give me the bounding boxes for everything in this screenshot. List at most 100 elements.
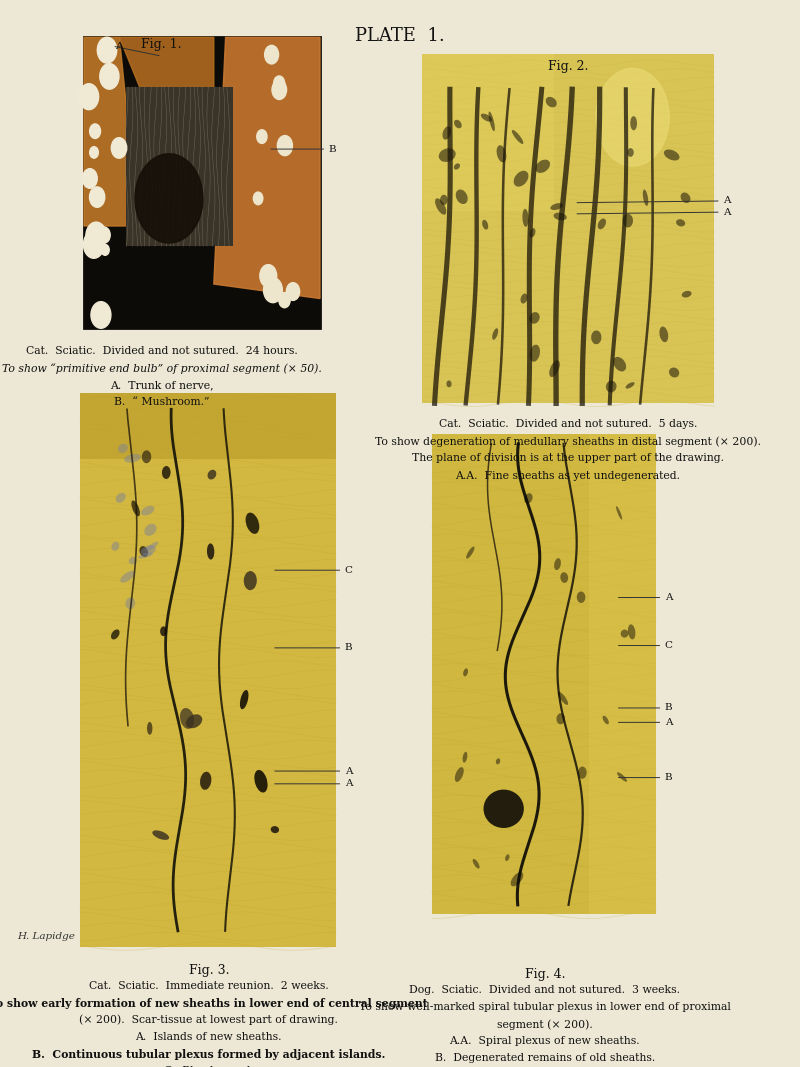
Ellipse shape xyxy=(669,367,679,378)
Ellipse shape xyxy=(606,381,617,393)
Ellipse shape xyxy=(676,219,685,226)
Text: A.  Islands of new sheaths.: A. Islands of new sheaths. xyxy=(135,1032,282,1041)
Ellipse shape xyxy=(630,116,637,130)
Ellipse shape xyxy=(180,708,194,729)
Ellipse shape xyxy=(514,171,529,187)
Text: A.A.  Spiral plexus of new sheaths.: A.A. Spiral plexus of new sheaths. xyxy=(450,1036,640,1046)
Text: A: A xyxy=(345,766,352,776)
Bar xyxy=(84,37,320,328)
Text: To show well-marked spiral tubular plexus in lower end of proximal: To show well-marked spiral tubular plexu… xyxy=(359,1002,730,1012)
Ellipse shape xyxy=(681,192,690,203)
Ellipse shape xyxy=(602,716,609,724)
Text: Cat.  Sciatic.  Immediate reunion.  2 weeks.: Cat. Sciatic. Immediate reunion. 2 weeks… xyxy=(89,981,329,990)
Ellipse shape xyxy=(530,312,540,323)
Ellipse shape xyxy=(492,329,498,339)
Ellipse shape xyxy=(141,506,154,515)
Ellipse shape xyxy=(144,524,157,536)
Text: PLATE  1.: PLATE 1. xyxy=(355,27,445,45)
Circle shape xyxy=(98,37,117,63)
Text: A: A xyxy=(665,718,672,727)
Ellipse shape xyxy=(147,722,153,735)
Ellipse shape xyxy=(270,826,279,833)
Text: segment (× 200).: segment (× 200). xyxy=(497,1019,593,1030)
Text: To show “primitive end bulb” of proximal segment (× 50).: To show “primitive end bulb” of proximal… xyxy=(2,363,322,373)
Text: C.  Blood-vessel.: C. Blood-vessel. xyxy=(164,1066,254,1067)
Ellipse shape xyxy=(126,598,135,609)
Ellipse shape xyxy=(483,790,524,828)
Ellipse shape xyxy=(512,130,523,144)
Circle shape xyxy=(272,80,286,99)
Text: (× 200).  Scar-tissue at lowest part of drawing.: (× 200). Scar-tissue at lowest part of d… xyxy=(79,1015,338,1025)
Text: Fig. 4.: Fig. 4. xyxy=(525,968,565,981)
Bar xyxy=(432,434,656,914)
Ellipse shape xyxy=(521,293,527,304)
Circle shape xyxy=(82,169,98,188)
Ellipse shape xyxy=(466,546,474,559)
Text: B.  Degenerated remains of old sheaths.: B. Degenerated remains of old sheaths. xyxy=(434,1053,655,1063)
Circle shape xyxy=(86,222,106,250)
Circle shape xyxy=(286,283,300,301)
Text: A: A xyxy=(723,196,730,206)
Text: Cat.  Sciatic.  Divided and not sutured.  24 hours.: Cat. Sciatic. Divided and not sutured. 2… xyxy=(26,346,298,355)
Ellipse shape xyxy=(617,773,627,782)
Circle shape xyxy=(254,192,263,205)
Text: A: A xyxy=(723,208,730,217)
Ellipse shape xyxy=(454,767,464,782)
Ellipse shape xyxy=(124,453,141,463)
Text: H. Lapidge: H. Lapidge xyxy=(18,933,75,941)
Text: A: A xyxy=(114,42,122,50)
Ellipse shape xyxy=(138,553,153,558)
Ellipse shape xyxy=(186,714,202,729)
Ellipse shape xyxy=(462,752,467,763)
Circle shape xyxy=(90,146,98,158)
Ellipse shape xyxy=(442,126,451,140)
Ellipse shape xyxy=(664,149,679,160)
Ellipse shape xyxy=(473,859,479,869)
Circle shape xyxy=(100,64,119,90)
Ellipse shape xyxy=(139,546,148,557)
Text: B: B xyxy=(329,145,337,154)
Ellipse shape xyxy=(616,506,622,520)
Ellipse shape xyxy=(111,630,119,639)
Circle shape xyxy=(104,45,115,60)
Ellipse shape xyxy=(435,198,446,214)
Ellipse shape xyxy=(496,759,500,764)
Circle shape xyxy=(111,138,126,158)
Text: A: A xyxy=(665,593,672,602)
Bar xyxy=(422,54,714,403)
Ellipse shape xyxy=(550,203,563,210)
Ellipse shape xyxy=(162,466,170,479)
Circle shape xyxy=(263,277,282,303)
Circle shape xyxy=(98,227,110,243)
Ellipse shape xyxy=(577,591,586,603)
Ellipse shape xyxy=(578,766,586,779)
Ellipse shape xyxy=(456,190,468,204)
Ellipse shape xyxy=(659,327,668,343)
Ellipse shape xyxy=(643,190,648,206)
Text: B: B xyxy=(345,643,353,652)
Circle shape xyxy=(83,230,104,258)
Ellipse shape xyxy=(146,542,158,552)
Text: C: C xyxy=(665,641,673,650)
Ellipse shape xyxy=(550,361,560,377)
Ellipse shape xyxy=(530,345,540,362)
Ellipse shape xyxy=(120,571,135,583)
Circle shape xyxy=(265,45,278,64)
Ellipse shape xyxy=(505,855,510,861)
Bar xyxy=(126,86,233,246)
Ellipse shape xyxy=(558,691,568,705)
Text: A.  Trunk of nerve,: A. Trunk of nerve, xyxy=(110,380,214,389)
Ellipse shape xyxy=(246,512,259,534)
Ellipse shape xyxy=(524,493,533,504)
Ellipse shape xyxy=(546,97,557,108)
Ellipse shape xyxy=(129,557,137,564)
Circle shape xyxy=(257,130,267,143)
Ellipse shape xyxy=(522,209,529,227)
Circle shape xyxy=(90,187,105,207)
Text: B: B xyxy=(665,703,673,713)
Ellipse shape xyxy=(627,148,634,157)
Ellipse shape xyxy=(142,450,151,463)
Ellipse shape xyxy=(535,160,550,173)
Text: To show early formation of new sheaths in lower end of central segment: To show early formation of new sheaths i… xyxy=(0,998,428,1008)
Bar xyxy=(589,434,656,914)
